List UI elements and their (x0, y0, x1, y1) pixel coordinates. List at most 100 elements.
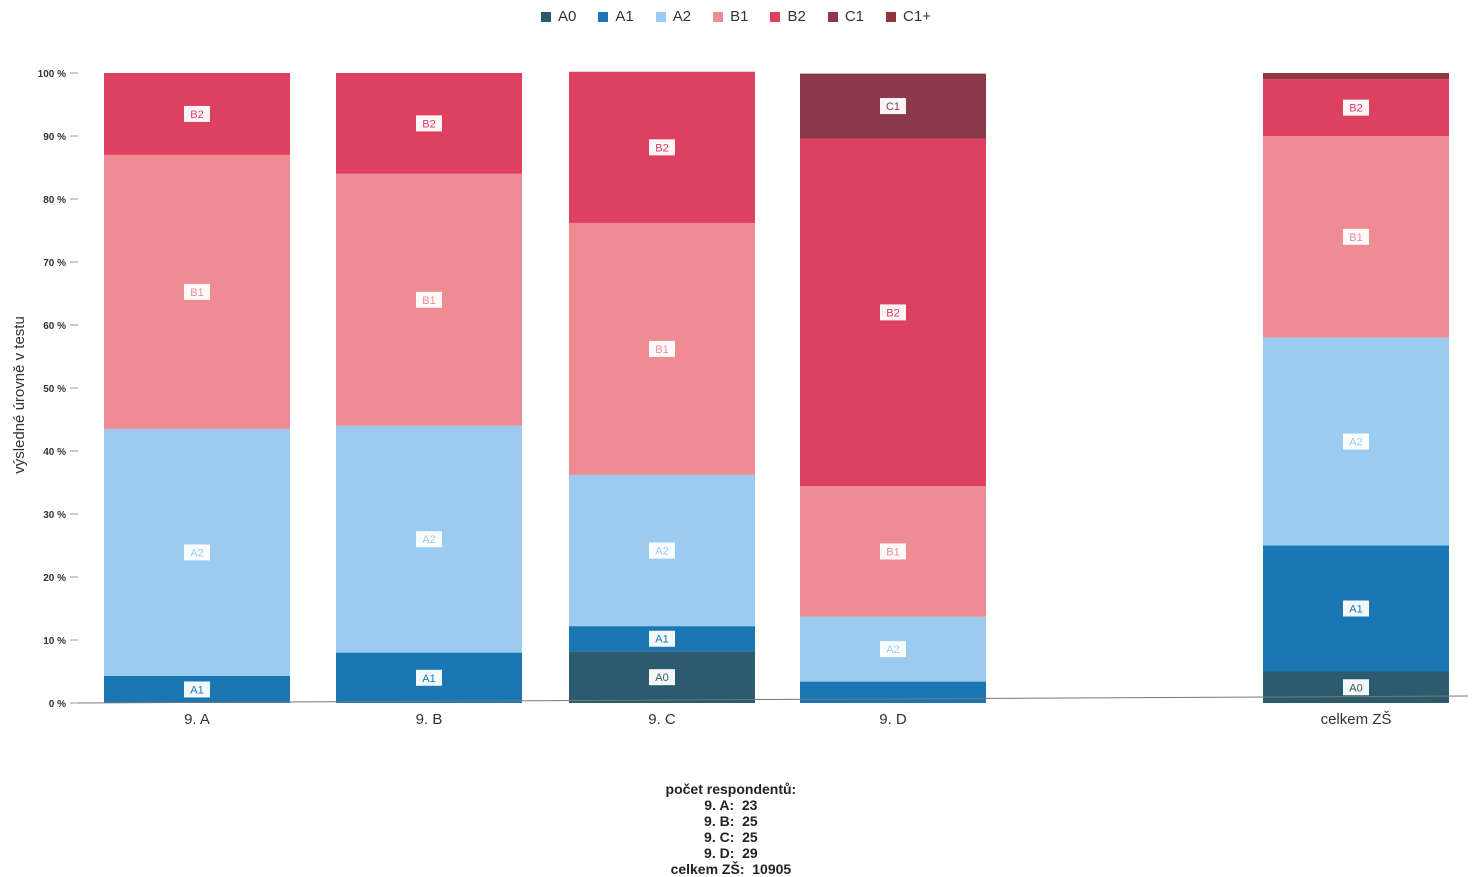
legend-item-c1: C1 (827, 8, 865, 25)
legend-label: A1 (615, 8, 634, 25)
legend-item-b1: B1 (713, 8, 748, 25)
y-tick-label: 0 % (49, 699, 66, 710)
data-label: B2 (880, 304, 906, 321)
y-tick-label: 70 % (43, 258, 66, 269)
data-label-box (1343, 600, 1369, 617)
respondents-label: počet respondentů: (665, 781, 797, 797)
data-label-text: A2 (886, 644, 899, 656)
data-label-text: B2 (1349, 103, 1362, 115)
data-label-text: A2 (422, 534, 435, 546)
respondent-counts: počet respondentů: 9. A: 23 9. B: 25 9. … (0, 765, 1472, 877)
legend-label: B1 (730, 8, 749, 25)
data-label: B1 (184, 283, 210, 300)
x-tick-label: 9. D (879, 711, 907, 728)
bar-segment-c1plus (1263, 73, 1449, 80)
data-label-box (416, 531, 442, 548)
data-label: A2 (416, 531, 442, 548)
legend-swatch (655, 11, 666, 22)
legend-label: A2 (672, 8, 692, 25)
data-label: B1 (416, 291, 442, 308)
data-label: B2 (416, 115, 442, 132)
chart-legend: A0 A1 A2 B1 B2 C1 C1+ (0, 8, 1472, 25)
data-label-box (880, 543, 906, 560)
legend-label: C1 (844, 8, 865, 25)
data-label-text: C1 (886, 101, 900, 113)
data-label-text: A2 (1349, 437, 1362, 449)
legend-swatch (827, 11, 838, 22)
data-label: A0 (1343, 679, 1369, 696)
y-tick-label: 10 % (43, 636, 66, 647)
data-label-text: A2 (655, 546, 668, 558)
legend-item-c1plus: C1+ (886, 8, 931, 25)
y-tick-label: 50 % (43, 384, 66, 395)
y-tick-label: 100 % (38, 69, 66, 80)
data-label-box (184, 681, 210, 698)
data-label-box (416, 115, 442, 132)
x-axis-line (77, 695, 1469, 704)
axes: 0 % 10 % 20 % 30 % 40 % 50 % 60 % 70 % 80 % 90 % 1… (38, 69, 1469, 728)
respondents-9b: 9. B: 25 (704, 813, 758, 829)
data-label: B2 (649, 139, 675, 156)
legend-swatch (541, 11, 552, 22)
x-tick-label: celkem ZŠ (1321, 711, 1392, 728)
data-label-box (1343, 228, 1369, 245)
y-tick-label: 30 % (43, 510, 66, 521)
data-label: A1 (649, 630, 675, 647)
data-label-box (184, 105, 210, 122)
data-label-text: B2 (190, 109, 203, 121)
data-label-box (649, 630, 675, 647)
data-label: A2 (880, 641, 906, 658)
data-label-text: B1 (190, 287, 203, 299)
data-label-box (880, 98, 906, 115)
data-label: C1 (880, 98, 906, 115)
data-label: B1 (880, 543, 906, 560)
bar-segment-a1 (800, 681, 986, 703)
legend-label: A0 (558, 8, 577, 25)
x-tick-label: 9. B (416, 711, 443, 728)
data-label-box (416, 669, 442, 686)
legend-swatch (886, 11, 897, 22)
legend-item-b2: B2 (770, 8, 806, 25)
data-label: B2 (1343, 99, 1369, 116)
y-axis-label: výsledné úrovně v testu (11, 316, 28, 474)
data-label-text: A0 (1349, 682, 1362, 694)
respondents-9d: 9. D: 29 (704, 845, 758, 861)
data-label-text: A1 (1349, 604, 1362, 616)
legend-item-a1: A1 (598, 8, 634, 25)
data-label-box (416, 291, 442, 308)
data-label-text: B2 (886, 307, 899, 319)
data-label: A1 (1343, 600, 1369, 617)
data-label-box (880, 641, 906, 658)
y-tick-label: 60 % (43, 321, 66, 332)
data-label-text: A2 (190, 547, 203, 559)
legend-swatch (770, 11, 781, 22)
y-tick-label: 80 % (43, 195, 66, 206)
data-label: A2 (184, 544, 210, 561)
legend-item-a0: A0 (541, 8, 576, 25)
y-tick-label: 90 % (43, 132, 66, 143)
respondents-9c: 9. C: 25 (704, 829, 758, 845)
legend-item-a2: A2 (655, 8, 692, 25)
data-label-text: B1 (1349, 232, 1362, 244)
data-label-text: A1 (190, 684, 203, 696)
x-tick-label: 9. C (648, 711, 676, 728)
data-label-text: B1 (886, 546, 899, 558)
legend-label: B2 (787, 8, 806, 25)
y-tick-label: 40 % (43, 447, 66, 458)
data-label-box (1343, 679, 1369, 696)
data-label-text: B1 (422, 295, 435, 307)
data-label-text: A0 (655, 672, 668, 684)
x-tick-label: 9. A (184, 711, 210, 728)
data-label: A1 (184, 681, 210, 698)
data-label-text: B1 (655, 344, 668, 356)
data-label-text: A1 (422, 673, 435, 685)
data-label: A0 (649, 669, 675, 686)
data-label: B1 (1343, 228, 1369, 245)
data-label-box (649, 669, 675, 686)
bars: A1 A2 B1 B2 A1 A2 B1 B2 A0 A1 A2 B1 B2 A2 B1 B2 C1 A0 A1 A2… (104, 71, 1449, 703)
data-label-text: B2 (422, 118, 435, 130)
data-label-box (1343, 433, 1369, 450)
data-label-box (184, 544, 210, 561)
legend-label: C1+ (903, 8, 931, 25)
data-label-box (649, 340, 675, 357)
